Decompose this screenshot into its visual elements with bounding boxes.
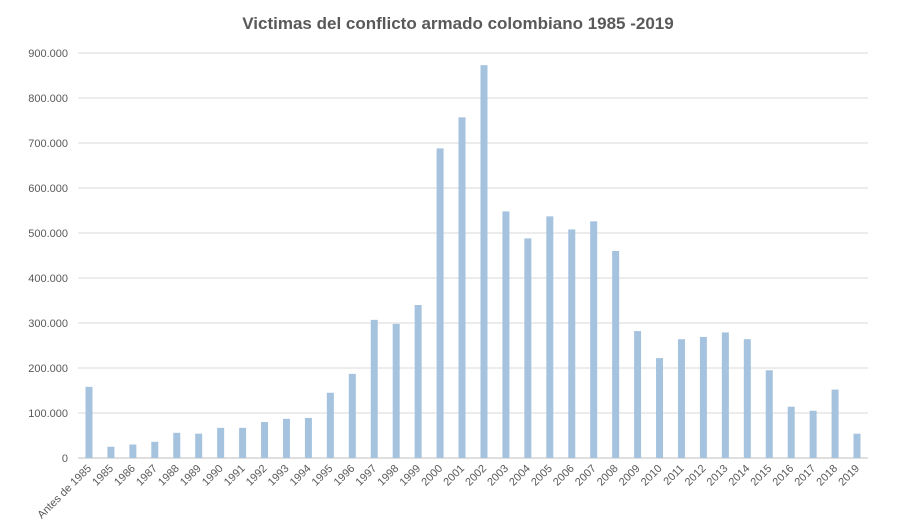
x-tick-label: 2006 bbox=[551, 463, 577, 489]
x-tick-label: 2012 bbox=[683, 463, 709, 489]
x-tick-label: 2004 bbox=[507, 463, 533, 489]
bar-2002 bbox=[480, 65, 488, 459]
chart-title: Victimas del conflicto armado colombiano… bbox=[242, 14, 674, 33]
bar-2013 bbox=[721, 332, 729, 458]
x-tick-label: 1991 bbox=[222, 463, 248, 489]
y-tick-label: 400.000 bbox=[28, 273, 68, 285]
x-tick-label: 1993 bbox=[266, 463, 292, 489]
bar-2000 bbox=[436, 148, 444, 458]
bar-1987 bbox=[151, 441, 159, 458]
bar-1990 bbox=[217, 427, 225, 458]
bar-1998 bbox=[392, 323, 400, 458]
bar-antes-de-1985 bbox=[85, 386, 93, 458]
bar-2010 bbox=[656, 358, 664, 458]
bar-2018 bbox=[831, 389, 839, 458]
bar-1997 bbox=[370, 319, 378, 458]
bar-1991 bbox=[239, 427, 247, 458]
x-tick-label: 1994 bbox=[288, 463, 314, 489]
bar-1999 bbox=[414, 305, 422, 458]
y-axis-tick-labels: 0 100.000 200.000 300.000 400.000 500.000 600.… bbox=[28, 48, 68, 465]
x-tick-label: 1995 bbox=[310, 463, 336, 489]
y-tick-label: 100.000 bbox=[28, 408, 68, 420]
bar-2009 bbox=[634, 331, 642, 458]
y-tick-label: 200.000 bbox=[28, 363, 68, 375]
bar-1985 bbox=[107, 446, 115, 458]
y-tick-label: 800.000 bbox=[28, 93, 68, 105]
bar-2004 bbox=[524, 238, 532, 458]
x-tick-label: 2009 bbox=[617, 463, 643, 489]
bar-2017 bbox=[809, 410, 817, 458]
x-tick-label: 2013 bbox=[705, 463, 731, 489]
bar-2003 bbox=[502, 211, 510, 458]
x-tick-label: 1996 bbox=[332, 463, 358, 489]
bar-2016 bbox=[787, 406, 795, 458]
bar-1995 bbox=[326, 392, 334, 458]
x-tick-label: 2003 bbox=[485, 463, 511, 489]
y-tick-label: 300.000 bbox=[28, 318, 68, 330]
bar-2014 bbox=[743, 339, 751, 458]
y-tick-label: 700.000 bbox=[28, 138, 68, 150]
bar-1988 bbox=[173, 432, 181, 458]
x-tick-label: 1997 bbox=[354, 463, 380, 489]
x-axis-tick-labels: Antes de 1985198519861987198819891990199… bbox=[35, 463, 862, 522]
bar-2011 bbox=[677, 339, 685, 458]
x-tick-label: 2019 bbox=[836, 463, 862, 489]
bar-1996 bbox=[348, 373, 356, 458]
x-tick-label: 2000 bbox=[419, 463, 445, 489]
x-tick-label: 1987 bbox=[134, 463, 160, 489]
bars bbox=[85, 65, 861, 459]
bar-2012 bbox=[699, 336, 707, 458]
x-tick-label: 2010 bbox=[639, 463, 665, 489]
bar-2008 bbox=[612, 251, 620, 458]
bar-1994 bbox=[304, 417, 312, 458]
x-tick-label: 1988 bbox=[156, 463, 182, 489]
x-tick-label: 1999 bbox=[397, 463, 423, 489]
x-tick-label: 2008 bbox=[595, 463, 621, 489]
x-tick-label: 2002 bbox=[463, 463, 489, 489]
bar-1986 bbox=[129, 444, 137, 458]
x-tick-label: 2011 bbox=[661, 463, 686, 488]
bar-2001 bbox=[458, 117, 466, 458]
bar-2007 bbox=[590, 221, 598, 458]
x-tick-label: 2017 bbox=[792, 463, 818, 489]
y-tick-label: 900.000 bbox=[28, 48, 68, 60]
y-tick-label: 600.000 bbox=[28, 183, 68, 195]
x-tick-label: 1989 bbox=[178, 463, 204, 489]
x-tick-label: 1990 bbox=[200, 463, 226, 489]
bar-2015 bbox=[765, 370, 773, 458]
y-tick-label: 0 bbox=[62, 453, 68, 465]
y-tick-label: 500.000 bbox=[28, 228, 68, 240]
x-tick-label: 1992 bbox=[244, 463, 270, 489]
x-tick-label: 1998 bbox=[376, 463, 402, 489]
x-tick-label: 2015 bbox=[749, 463, 775, 489]
x-tick-label: 2016 bbox=[771, 463, 797, 489]
bar-1989 bbox=[195, 433, 203, 458]
bar-2005 bbox=[546, 216, 554, 458]
bar-1992 bbox=[261, 422, 269, 458]
x-tick-label: 2001 bbox=[441, 463, 467, 489]
x-tick-label: 2007 bbox=[573, 463, 599, 489]
gridlines bbox=[78, 52, 868, 459]
x-tick-label: Antes de 1985 bbox=[35, 463, 94, 522]
x-tick-label: 1985 bbox=[90, 463, 116, 489]
x-tick-label: 2018 bbox=[814, 463, 840, 489]
bar-2019 bbox=[853, 433, 861, 458]
bar-1993 bbox=[282, 418, 290, 458]
bar-2006 bbox=[568, 229, 576, 458]
x-tick-label: 2005 bbox=[529, 463, 555, 489]
x-tick-label: 2014 bbox=[727, 463, 753, 489]
x-tick-label: 1986 bbox=[112, 463, 138, 489]
